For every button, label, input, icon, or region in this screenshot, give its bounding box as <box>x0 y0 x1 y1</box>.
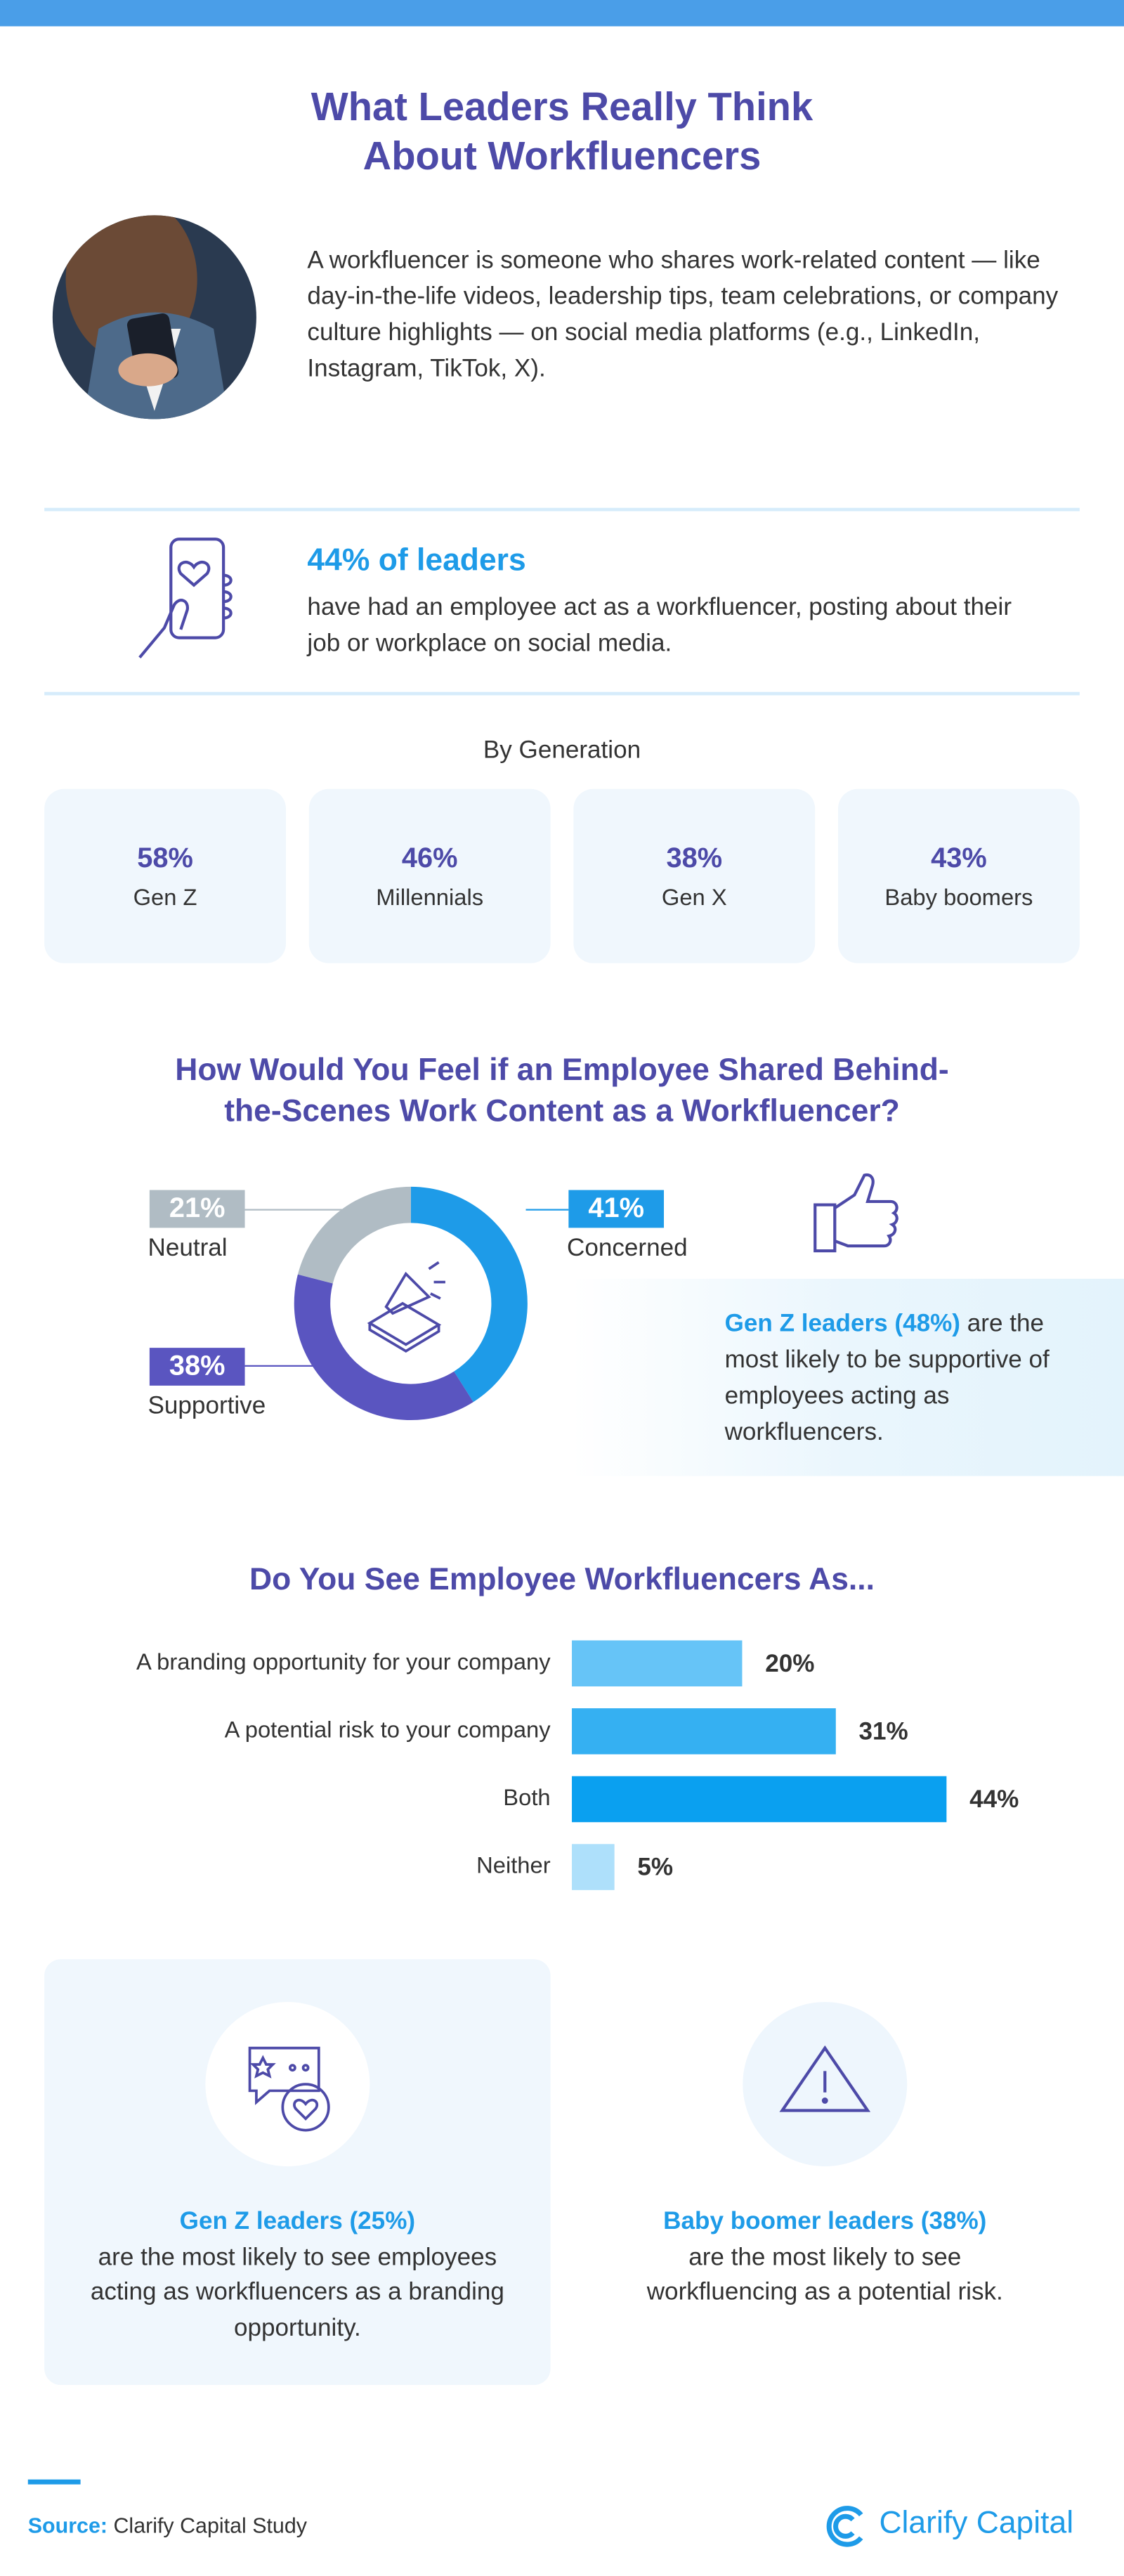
callout-box <box>572 1278 1124 1476</box>
bar-value: 31% <box>859 1717 908 1745</box>
card-value: 38% <box>667 843 723 873</box>
category-label: Concerned <box>567 1234 688 1261</box>
card-label: Gen X <box>662 884 727 910</box>
card-body: are the most likely to see workfluencing… <box>646 2242 1003 2306</box>
stat-headline: 44% of leaders <box>307 544 526 579</box>
warning-icon <box>779 2045 871 2112</box>
donut-segment <box>294 1274 473 1421</box>
bar <box>572 1708 836 1755</box>
value-label: 21% <box>169 1192 226 1223</box>
chart-title: How Would You Feel if an Employee Shared… <box>175 1053 949 1130</box>
source-label: Source: <box>27 2513 107 2538</box>
card-text: Gen Z leaders (25%) are the most likely t… <box>74 2204 521 2346</box>
source: Source: Clarify Capital Study <box>28 2513 307 2538</box>
bar-value: 5% <box>637 1854 673 1881</box>
source-text: Clarify Capital Study <box>113 2513 307 2538</box>
bar <box>572 1640 743 1686</box>
generation-card <box>837 788 1080 963</box>
value-label: 38% <box>169 1351 226 1381</box>
phone-icon <box>138 538 233 659</box>
category-label: Supportive <box>148 1392 266 1419</box>
bar-value: 44% <box>969 1785 1019 1813</box>
generation-card <box>44 788 287 963</box>
generation-card <box>573 788 816 963</box>
stat-text: have had an employee act as a workfluenc… <box>307 593 1012 658</box>
icon-circle <box>205 2002 370 2167</box>
card-text: Baby boomer leaders (38%) are the most li… <box>611 2204 1038 2310</box>
callout-highlight: Gen Z leaders (48%) <box>724 1310 960 1339</box>
review-icon <box>248 2046 330 2132</box>
callout-text: are the most likely to be supportive of … <box>724 1310 1050 1447</box>
callout: Gen Z leaders (48%) are the most likely … <box>725 1307 1054 1452</box>
bar-category: Both <box>503 1784 550 1810</box>
bar-value: 20% <box>765 1650 814 1677</box>
label-box <box>149 1348 245 1386</box>
value-label: 41% <box>588 1192 644 1223</box>
page-title: What Leaders Really Think About Workflue… <box>311 85 813 179</box>
donut-segment <box>410 1186 528 1403</box>
brand-logo <box>826 2506 863 2547</box>
bar-category: Neither <box>476 1852 551 1878</box>
top-bar <box>0 0 1124 27</box>
label-box <box>568 1190 665 1228</box>
card-label: Baby boomers <box>884 884 1033 910</box>
bar-category: A potential risk to your company <box>225 1717 551 1743</box>
photo <box>52 215 256 419</box>
category-label: Neutral <box>148 1234 228 1261</box>
brand-name: Clarify Capital <box>879 2506 1074 2542</box>
generation-card <box>308 788 551 963</box>
card-value: 58% <box>137 843 193 873</box>
label-box <box>149 1190 245 1228</box>
donut-segment <box>297 1186 411 1284</box>
chart-title: Do You See Employee Workfluencers As... <box>249 1563 875 1598</box>
intro: A workfluencer is someone who shares wor… <box>307 246 1059 384</box>
card-highlight: Baby boomer leaders (38%) <box>663 2207 987 2236</box>
card-value: 46% <box>402 843 458 873</box>
card-bg <box>44 1959 551 2386</box>
card-body: are the most likely to see employees act… <box>90 2242 504 2342</box>
card-label: Gen Z <box>133 884 197 910</box>
bar <box>572 1776 947 1823</box>
thumbs-up-icon <box>813 1173 898 1253</box>
bar-category: A branding opportunity for your company <box>136 1648 551 1674</box>
card-label: Millennials <box>376 884 483 910</box>
card-value: 43% <box>931 843 987 873</box>
donut-center-icon <box>332 1224 490 1383</box>
section-title: By Generation <box>483 736 641 765</box>
card-highlight: Gen Z leaders (25%) <box>179 2207 416 2236</box>
bar <box>572 1844 615 1890</box>
